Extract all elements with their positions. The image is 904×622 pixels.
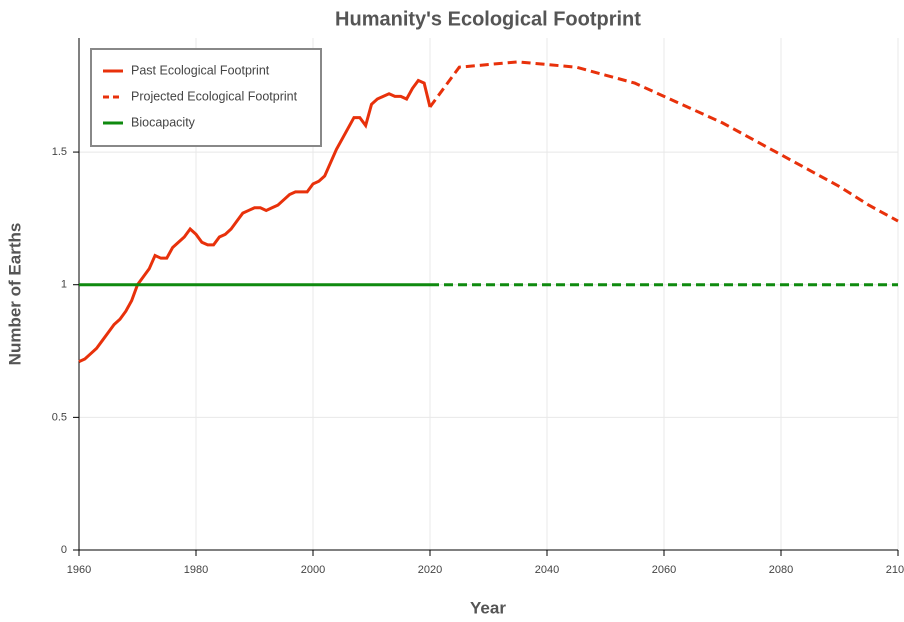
legend-box xyxy=(90,48,322,147)
x-tick-label: 2040 xyxy=(535,564,559,576)
y-tick-label: 0 xyxy=(61,544,67,556)
legend-label: Past Ecological Footprint xyxy=(131,63,270,77)
x-tick-label: 2080 xyxy=(769,564,793,576)
x-tick-label: 2100 xyxy=(886,564,904,576)
y-axis-label: Number of Earths xyxy=(5,223,24,366)
y-tick-label: 0.5 xyxy=(52,411,67,423)
series-line xyxy=(428,60,899,223)
y-tick-label: 1 xyxy=(61,279,67,291)
y-tick-label: 1.5 xyxy=(52,146,67,158)
legend-label: Projected Ecological Footprint xyxy=(131,89,298,103)
x-axis-label: Year xyxy=(470,598,506,617)
x-tick-label: 1960 xyxy=(67,564,91,576)
chart-title: Humanity's Ecological Footprint xyxy=(335,8,641,30)
x-tick-label: 1980 xyxy=(184,564,208,576)
x-tick-label: 2000 xyxy=(301,564,325,576)
legend-label: Biocapacity xyxy=(131,115,196,129)
x-tick-label: 2060 xyxy=(652,564,676,576)
x-tick-label: 2020 xyxy=(418,564,442,576)
